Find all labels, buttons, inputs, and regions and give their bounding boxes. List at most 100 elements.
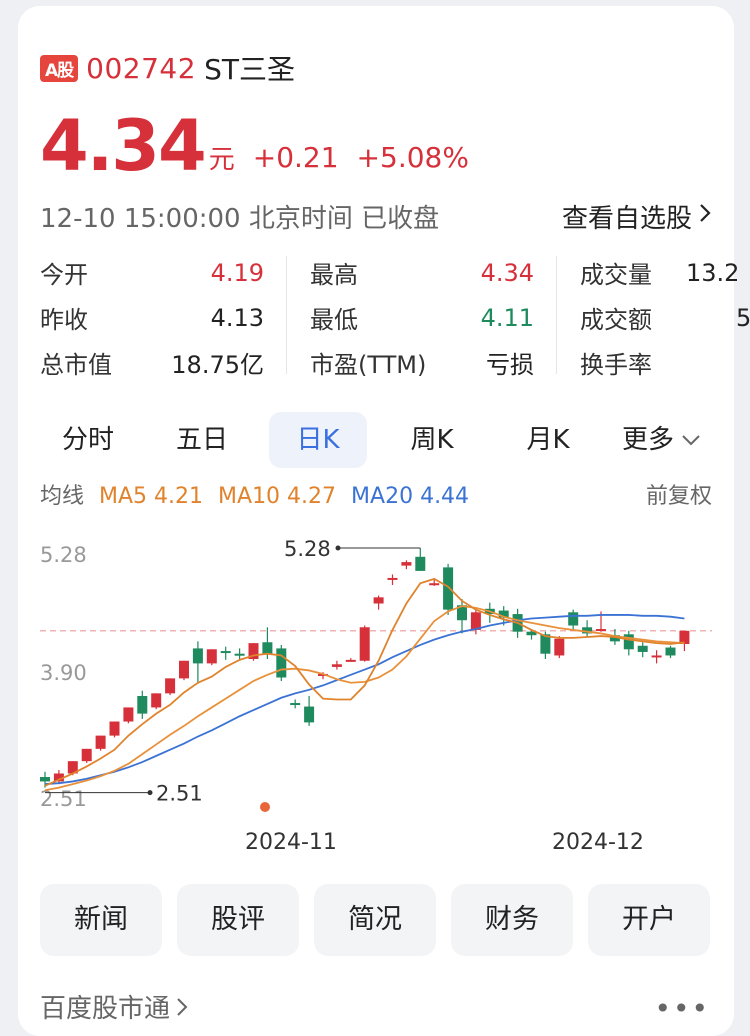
x-tick-label: 2024-12	[552, 830, 644, 855]
stat-prev-close: 昨收 4.13	[40, 295, 264, 340]
y-tick-label: 3.90	[40, 661, 87, 685]
y-tick-label: 5.28	[40, 543, 87, 567]
candle-body	[429, 583, 440, 586]
candle-body	[540, 634, 551, 654]
profile-button[interactable]: 简况	[314, 884, 436, 956]
stat-value: 亏损	[486, 351, 534, 379]
stat-value: 4.34	[480, 258, 534, 287]
stat-high: 最高 4.34	[310, 250, 534, 295]
stat-volume: 成交量 13.2	[580, 250, 750, 295]
ma20-line	[44, 614, 685, 785]
reviews-button[interactable]: 股评	[177, 884, 299, 956]
stat-low: 最低 4.11	[310, 295, 534, 340]
candle-body	[665, 647, 676, 656]
stat-value: 13.2	[686, 258, 740, 287]
candle-body	[387, 577, 398, 580]
current-price: 4.34	[40, 105, 207, 187]
candlestick-chart[interactable]: 5.28 2.51	[0, 520, 750, 830]
adjust-mode[interactable]: 前复权	[645, 484, 712, 509]
tab-five-day[interactable]: 五日	[175, 425, 228, 455]
candle-body	[596, 629, 606, 632]
candle-body	[220, 651, 231, 654]
chevron-right-icon	[698, 202, 712, 230]
price-change: +0.21	[252, 140, 339, 174]
candle-body	[318, 673, 328, 676]
tab-intraday[interactable]: 分时	[61, 425, 114, 455]
stat-open: 今开 4.19	[40, 250, 264, 295]
finance-button[interactable]: 财务	[451, 884, 573, 956]
candle-body	[123, 707, 134, 722]
watchlist-label: 查看自选股	[561, 203, 692, 234]
chevron-right-icon	[176, 996, 188, 1018]
min-price-label: 2.51	[156, 782, 203, 806]
min-pointer-dot	[147, 790, 153, 796]
stat-turnover-rate: 换手率	[580, 340, 750, 385]
price-row: 4.34 元 +0.21 +5.08%	[40, 105, 469, 187]
candle-body	[582, 627, 593, 634]
candle-body	[609, 635, 620, 642]
candle-body	[373, 597, 384, 604]
more-icon[interactable]: •••	[654, 992, 710, 1025]
ma5-line	[44, 577, 685, 787]
candle-body	[192, 648, 203, 664]
stat-label: 最低	[310, 306, 358, 334]
open-account-button[interactable]: 开户	[588, 884, 710, 956]
ma10-value: MA10 4.27	[218, 484, 337, 509]
candle-body	[470, 612, 481, 630]
candle-body	[53, 773, 64, 782]
stat-turnover: 成交额 5	[580, 295, 750, 340]
candle-body	[109, 721, 120, 736]
candle-body	[568, 612, 579, 626]
candle-body	[276, 648, 287, 678]
max-pointer-dot	[335, 545, 341, 551]
tab-monthly-k[interactable]: 月K	[526, 425, 570, 455]
candle-body	[679, 630, 690, 645]
candle-body	[457, 605, 467, 621]
candle-body	[359, 627, 370, 661]
footer-link[interactable]: 百度股市通	[40, 988, 188, 1025]
candle-body	[401, 562, 412, 566]
timestamp: 12-10 15:00:00 北京时间 已收盘	[40, 203, 440, 234]
candle-body	[554, 638, 565, 656]
x-tick-label: 2024-11	[245, 830, 337, 855]
divider	[556, 256, 557, 374]
ma5-value: MA5 4.21	[99, 484, 204, 509]
market-badge: A股	[40, 54, 79, 82]
footer-link-label: 百度股市通	[40, 994, 171, 1024]
stat-label: 总市值	[40, 351, 112, 379]
tab-more[interactable]: 更多	[612, 412, 712, 468]
stat-label: 今开	[40, 261, 88, 289]
period-tabs: 分时 五日 日K 周K 月K 更多	[40, 412, 740, 468]
tab-more-label: 更多	[621, 425, 674, 455]
candle-body	[40, 777, 50, 782]
stats-column-2: 最高 4.34 最低 4.11 市盈(TTM) 亏损	[310, 250, 534, 385]
candle-body	[498, 610, 509, 618]
ma10-line	[44, 605, 685, 792]
stats-grid: 今开 4.19 昨收 4.13 总市值 18.75亿 最高 4.34 最低 4.…	[40, 250, 750, 380]
candle-body	[95, 735, 106, 749]
ma-legend: 均线 MA5 4.21 MA10 4.27 MA20 4.44 前复权	[40, 478, 712, 509]
stock-name: ST三圣	[204, 53, 295, 86]
candle-body	[331, 664, 342, 667]
stat-value: 4.19	[210, 258, 264, 287]
event-marker	[260, 802, 270, 812]
stock-card	[18, 6, 734, 1036]
candle-body	[262, 642, 273, 655]
tab-weekly-k[interactable]: 周K	[410, 425, 454, 455]
stat-label: 市盈(TTM)	[310, 351, 427, 379]
stock-header: A股 002742 ST三圣	[40, 50, 295, 86]
candle-body	[234, 653, 245, 656]
tab-daily-k[interactable]: 日K	[269, 412, 367, 468]
watchlist-link[interactable]: 查看自选股	[562, 198, 712, 235]
stat-label: 昨收	[40, 306, 88, 334]
candle-body	[623, 634, 634, 650]
candle-body	[415, 556, 426, 571]
stock-code: 002742	[86, 51, 197, 85]
stat-pe: 市盈(TTM) 亏损	[310, 340, 534, 385]
candle-body	[179, 660, 189, 679]
candle-body	[443, 567, 454, 610]
news-button[interactable]: 新闻	[40, 884, 162, 956]
stat-value: 5	[736, 303, 750, 332]
max-price-label: 5.28	[284, 537, 331, 561]
candle-body	[637, 645, 648, 652]
